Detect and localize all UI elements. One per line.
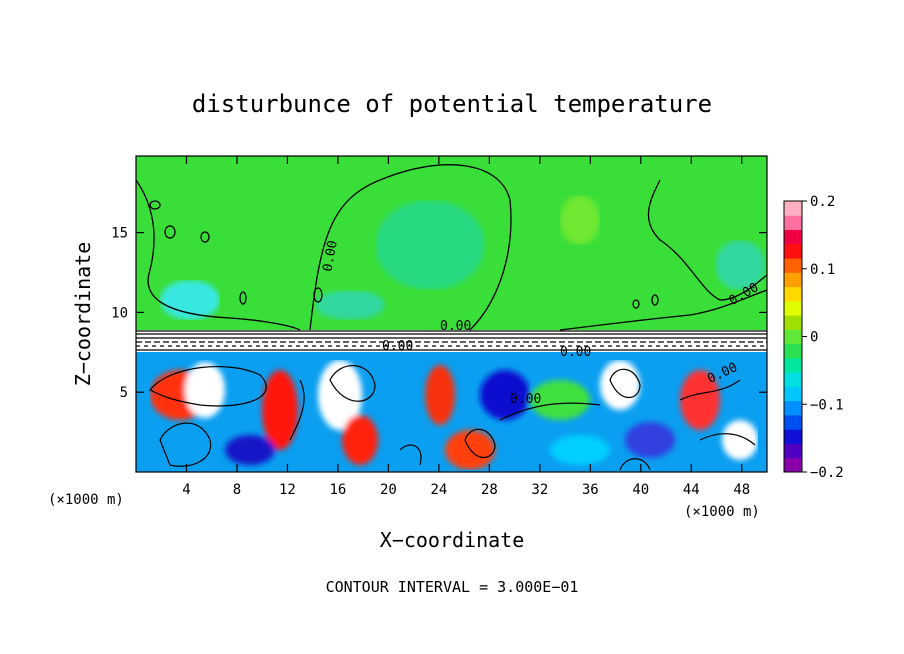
x-axis-ticks: 4 8 12 16 20 24 28 32 36 40 44 48	[182, 156, 750, 498]
colorbar-segment	[784, 329, 802, 345]
lower-anomaly	[480, 370, 530, 420]
contour-label: 0.00	[382, 339, 413, 354]
colorbar-segment	[784, 215, 802, 231]
colorbar-segment	[784, 457, 802, 473]
upper-anomaly	[375, 200, 485, 290]
colorbar-segment	[784, 429, 802, 444]
y-tick-label: 15	[111, 226, 128, 242]
inversion-contours	[136, 330, 767, 351]
lower-anomaly	[225, 435, 275, 465]
colorbar-segment	[784, 343, 802, 359]
x-tick-label: 4	[182, 482, 190, 498]
lower-anomaly	[185, 362, 225, 418]
colorbar-segment	[784, 272, 802, 288]
y-tick-label: 10	[111, 305, 128, 321]
x-tick-label: 44	[683, 482, 700, 498]
lower-anomaly	[722, 420, 758, 460]
x-tick-label: 28	[481, 482, 498, 498]
lower-anomaly	[425, 365, 455, 425]
contour-label: 0.00	[560, 345, 591, 360]
x-tick-label: 16	[329, 482, 346, 498]
y-axis-label: Z−coordinate	[71, 242, 95, 387]
upper-anomaly	[715, 240, 765, 290]
field-layer: 0.00 0.00 0.00 0.00 0.00 0.00 0.00	[136, 156, 767, 472]
upper-anomaly	[160, 280, 220, 320]
colorbar-tick-label: 0.1	[810, 262, 835, 278]
colorbar-tick-label: −0.1	[810, 397, 844, 413]
colorbar-segment	[784, 357, 802, 373]
upper-anomaly	[315, 290, 385, 320]
x-tick-label: 40	[632, 482, 649, 498]
colorbar-segment	[784, 414, 802, 430]
chart-title: disturbunce of potential temperature	[192, 90, 712, 118]
colorbar-segment	[784, 300, 802, 316]
lower-anomaly	[262, 370, 298, 450]
colorbar-segment	[784, 372, 802, 387]
colorbar-tick-label: 0	[810, 330, 818, 346]
lower-anomaly	[318, 360, 362, 430]
colorbar-segment	[784, 258, 802, 273]
x-tick-label: 48	[733, 482, 750, 498]
colorbar-segment	[784, 400, 802, 416]
upper-anomaly	[560, 195, 600, 245]
colorbar-segment	[784, 386, 802, 402]
contour-label: 0.00	[510, 392, 541, 407]
zero-contours-upper	[136, 164, 767, 331]
contour-interval-note: CONTOUR INTERVAL = 3.000E−01	[326, 578, 579, 596]
x-tick-label: 8	[233, 482, 241, 498]
x-tick-label: 36	[582, 482, 599, 498]
colorbar-segment	[784, 286, 802, 302]
colorbar-tick-label: 0.2	[810, 194, 835, 210]
colorbar-ticks: 0.2 0.1 0 −0.1 −0.2	[802, 194, 844, 481]
contour-label: 0.00	[440, 319, 471, 334]
contour-label: 0.00	[321, 239, 341, 272]
colorbar-segment	[784, 229, 802, 245]
colorbar-segment	[784, 315, 802, 330]
plot-frame	[135, 155, 768, 473]
x-tick-label: 20	[380, 482, 397, 498]
lower-anomaly	[600, 360, 640, 410]
x-unit-right: (×1000 m)	[684, 504, 760, 520]
x-tick-label: 32	[531, 482, 548, 498]
colorbar	[783, 200, 803, 473]
lower-anomaly	[680, 370, 720, 430]
x-tick-label: 12	[279, 482, 296, 498]
lower-anomaly	[530, 380, 590, 420]
lower-anomaly	[625, 422, 675, 458]
colorbar-segment	[784, 201, 802, 216]
y-tick-label: 5	[120, 385, 128, 401]
colorbar-segment	[784, 243, 802, 259]
colorbar-segment	[784, 443, 802, 459]
lower-anomaly	[342, 415, 378, 465]
lower-anomaly	[550, 435, 610, 465]
x-tick-label: 24	[430, 482, 447, 498]
upper-anomalies	[160, 195, 765, 320]
colorbar-tick-label: −0.2	[810, 465, 844, 481]
zero-contours-lower	[149, 365, 756, 471]
x-axis-label: X−coordinate	[380, 528, 525, 552]
y-axis-ticks: 5 10 15	[111, 226, 767, 401]
x-unit-left: (×1000 m)	[48, 492, 124, 508]
